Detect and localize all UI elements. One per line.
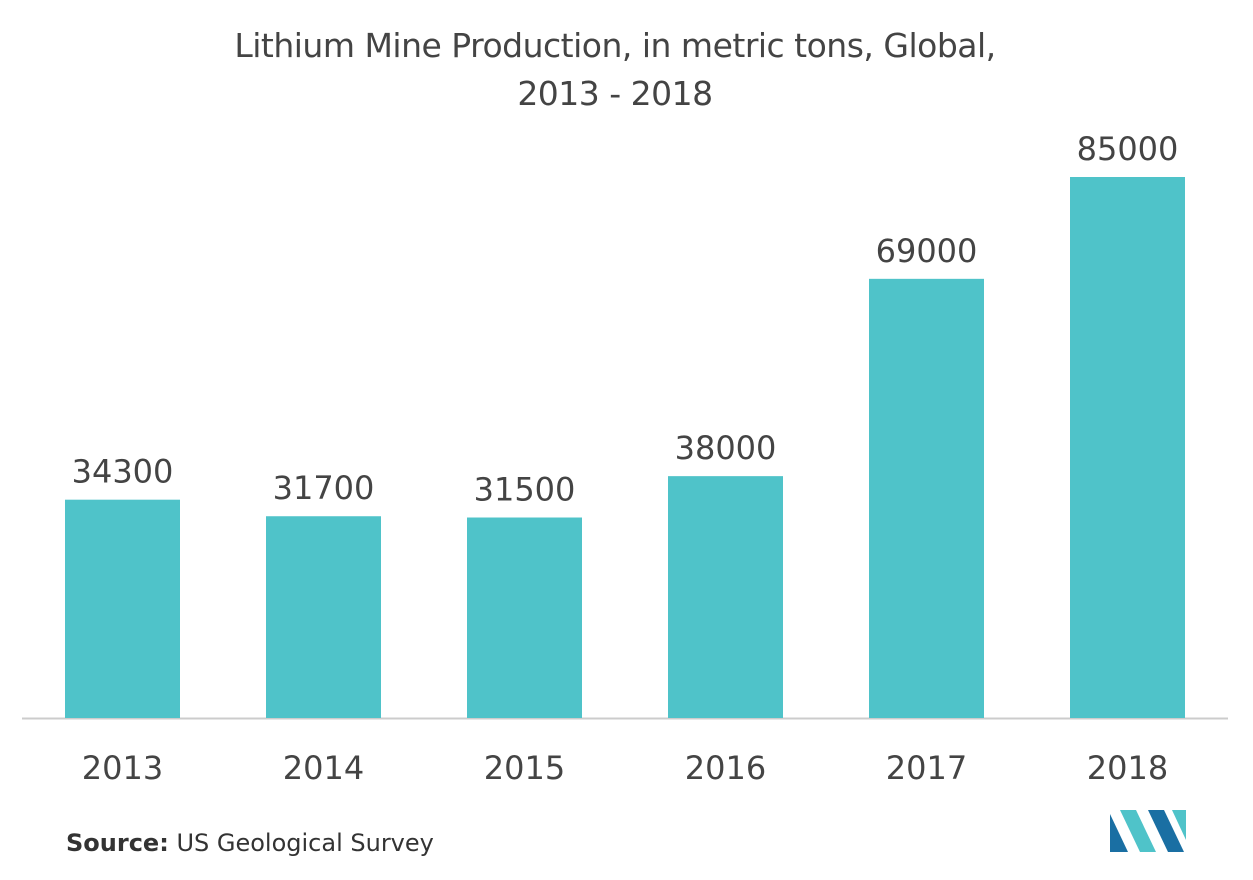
x-tick-label-2015: 2015 <box>484 749 565 787</box>
data-label-2015: 31500 <box>474 471 576 509</box>
bar-2013 <box>65 499 180 718</box>
bar-2018 <box>1070 177 1185 718</box>
source-label: Source: <box>66 829 169 857</box>
chart-title-line-1: Lithium Mine Production, in metric tons,… <box>234 26 996 65</box>
bar-2016 <box>668 476 783 718</box>
x-tick-label-2017: 2017 <box>886 749 967 787</box>
bar-2017 <box>869 278 984 718</box>
data-label-2016: 38000 <box>675 429 777 467</box>
bar-2015 <box>467 517 582 718</box>
bar-2014 <box>266 516 381 718</box>
data-label-2017: 69000 <box>876 232 978 270</box>
data-label-2014: 31700 <box>273 469 375 507</box>
chart-title: Lithium Mine Production, in metric tons,… <box>0 22 1230 118</box>
x-tick-label-2018: 2018 <box>1087 749 1168 787</box>
x-tick-label-2016: 2016 <box>685 749 766 787</box>
chart-title-line-2: 2013 - 2018 <box>517 74 713 113</box>
mordor-logo-icon <box>1110 810 1186 852</box>
data-label-2013: 34300 <box>72 453 174 491</box>
data-label-2018: 85000 <box>1077 130 1179 168</box>
source-note: Source: US Geological Survey <box>66 829 434 857</box>
source-text: US Geological Survey <box>176 829 434 857</box>
x-tick-label-2013: 2013 <box>82 749 163 787</box>
x-tick-label-2014: 2014 <box>283 749 364 787</box>
